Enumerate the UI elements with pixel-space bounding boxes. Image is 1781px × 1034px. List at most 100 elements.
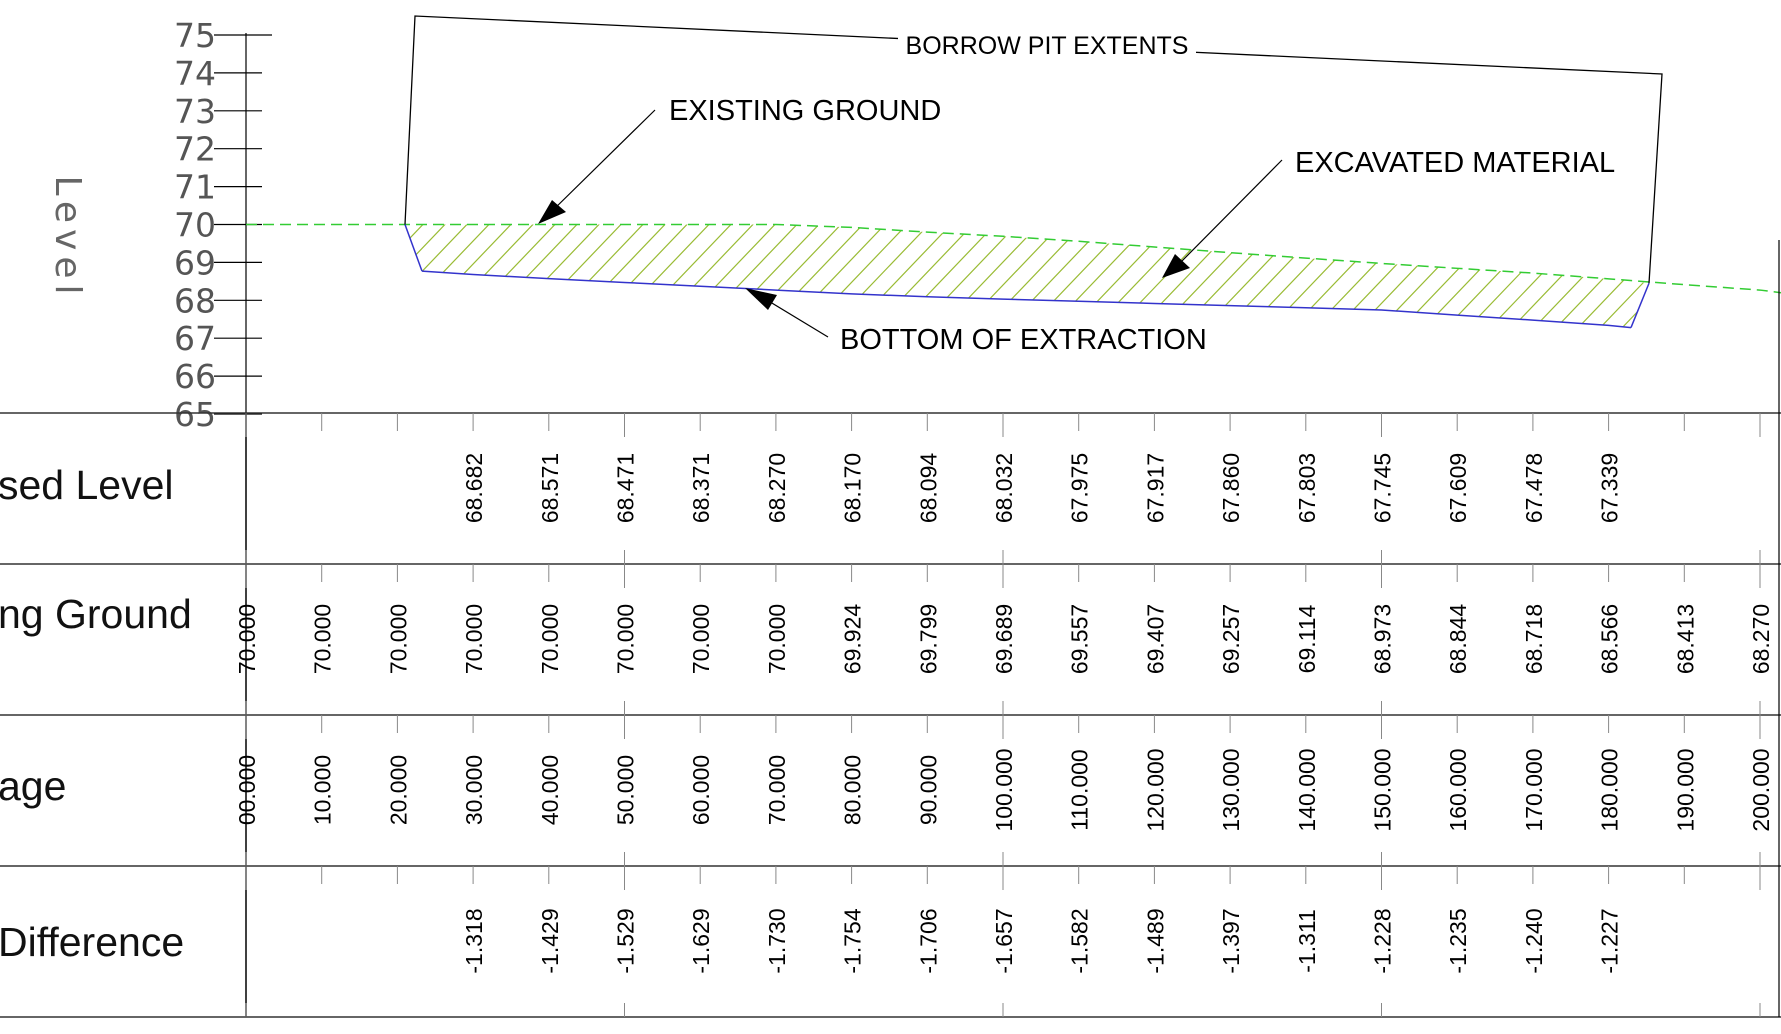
existing-ground-value: 68.844: [1445, 604, 1471, 675]
proposed-level-value: 67.917: [1142, 453, 1168, 523]
existing-ground-value: 69.407: [1142, 604, 1168, 674]
chainage-value: 110.000: [1067, 749, 1093, 830]
hatch-line: [475, 224, 587, 328]
difference-value: -1.429: [537, 908, 563, 973]
hatch-line: [959, 224, 1071, 328]
existing-ground-value: 68.973: [1370, 604, 1396, 674]
hatch-line: [761, 224, 873, 328]
hatch-line: [1311, 224, 1423, 328]
hatch-line: [1597, 224, 1649, 328]
hatch-line: [1708, 215, 1781, 330]
hatch-line: [1686, 215, 1781, 330]
existing-ground-line: [246, 223, 1781, 294]
hatch-line: [783, 224, 895, 328]
hatch-line: [1531, 224, 1643, 328]
difference-value: -1.489: [1142, 908, 1168, 973]
axis-tick-label: 67: [174, 319, 216, 358]
difference-value: -1.311: [1294, 909, 1320, 973]
hatch-line: [1135, 224, 1247, 328]
chainage-value: 120.000: [1142, 748, 1168, 831]
chainage-value: 80.000: [840, 755, 866, 825]
chainage-value: 150.000: [1370, 748, 1396, 831]
hatch-line: [717, 224, 829, 328]
chainage-value: 130.000: [1218, 748, 1244, 831]
hatch-line: [1355, 224, 1467, 328]
hatch-line: [1245, 224, 1357, 328]
difference-value: -1.240: [1521, 908, 1547, 973]
hatch-line: [1553, 224, 1649, 328]
axis-tick-label: 74: [174, 54, 216, 93]
row-label-difference: Difference: [0, 919, 184, 965]
hatch-line: [1752, 215, 1781, 330]
proposed-level-value: 68.094: [915, 453, 941, 524]
existing-ground-value: 70.000: [461, 604, 487, 674]
axis-tick-label: 72: [174, 130, 216, 169]
level-axis-label: Level: [47, 175, 88, 300]
existing-ground-value: 70.000: [537, 604, 563, 674]
axis-tick-label: 73: [174, 92, 216, 131]
hatch-line: [405, 224, 433, 328]
hatch-line: [893, 224, 1005, 328]
hatch-line: [1575, 224, 1649, 328]
row-label-chainage: age: [0, 763, 66, 809]
hatch-line: [1179, 224, 1291, 328]
existing-ground-value: 70.000: [764, 604, 790, 674]
hatch-line: [1730, 215, 1781, 330]
existing-ground-value: 70.000: [310, 604, 336, 674]
chainage-value: 00.000: [234, 755, 260, 825]
excavated-material-arrow: [1162, 254, 1190, 278]
proposed-level-value: 67.745: [1370, 453, 1396, 523]
axis-tick-label: 70: [174, 206, 216, 245]
hatch-line: [585, 224, 697, 328]
existing-ground-value: 70.000: [385, 604, 411, 674]
hatch-line: [405, 224, 455, 328]
existing-ground-value: 68.566: [1597, 604, 1623, 674]
chainage-value: 20.000: [385, 755, 411, 825]
chainage-value: 180.000: [1597, 748, 1623, 831]
hatch-line: [1289, 224, 1401, 328]
hatch-line: [453, 224, 565, 328]
hatch-line: [937, 224, 1049, 328]
hatch-line: [497, 224, 609, 328]
hatch-line: [1443, 224, 1555, 328]
existing-ground-value: 68.270: [1748, 604, 1774, 674]
difference-value: -1.657: [991, 908, 1017, 973]
hatch-line: [651, 224, 763, 328]
existing-ground-value: 69.689: [991, 604, 1017, 674]
proposed-level-value: 67.803: [1294, 453, 1320, 523]
proposed-level-value: 68.032: [991, 453, 1017, 523]
borrow-pit-extents-label: BORROW PIT EXTENTS: [906, 32, 1189, 60]
difference-value: -1.318: [461, 908, 487, 973]
difference-value: -1.529: [613, 908, 639, 973]
chainage-value: 70.000: [764, 755, 790, 825]
existing-ground-value: 68.718: [1521, 604, 1547, 674]
hatch-line: [563, 224, 675, 328]
axis-tick-label: 71: [174, 168, 216, 207]
annotations: BORROW PIT EXTENTS EXISTING GROUND EXCAV…: [538, 30, 1615, 356]
existing-ground-value: 69.799: [915, 604, 941, 674]
chainage-value: 60.000: [688, 755, 714, 825]
hatch-line: [805, 224, 917, 328]
proposed-level-value: 68.371: [688, 453, 714, 523]
chainage-value: 30.000: [461, 755, 487, 825]
axis-tick-label: 68: [174, 281, 216, 320]
chainage-value: 140.000: [1294, 748, 1320, 831]
hatch-line: [827, 224, 939, 328]
hatch-line: [1664, 215, 1774, 330]
proposed-level-value: 67.975: [1067, 453, 1093, 523]
difference-value: -1.582: [1067, 908, 1093, 973]
hatch-line: [1421, 224, 1533, 328]
chainage-value: 50.000: [613, 755, 639, 825]
hatch-line: [1069, 224, 1181, 328]
existing-ground-value: 69.257: [1218, 604, 1244, 674]
hatch-line: [629, 224, 741, 328]
hatch-line: [1487, 224, 1599, 328]
hatch-line: [409, 224, 521, 328]
existing-ground-value: 70.000: [234, 604, 260, 674]
proposed-level-value: 67.339: [1597, 453, 1623, 523]
existing-ground-value: 70.000: [613, 604, 639, 674]
existing-ground-value: 68.413: [1672, 604, 1698, 674]
hatch-line: [1091, 224, 1203, 328]
chainage-value: 200.000: [1748, 748, 1774, 831]
